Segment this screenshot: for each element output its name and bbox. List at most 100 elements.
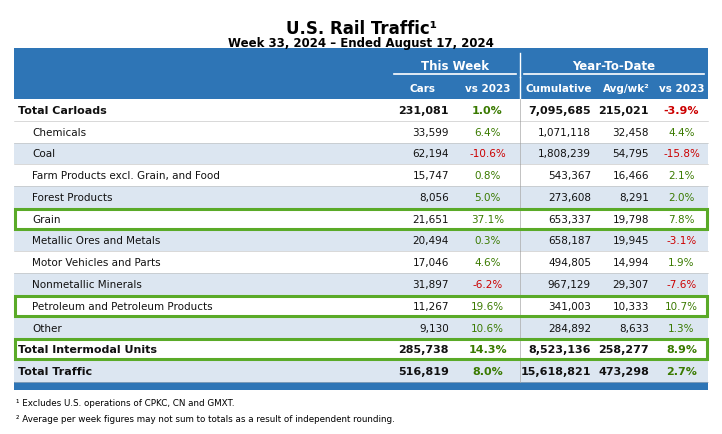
Text: 10.6%: 10.6%	[471, 323, 504, 333]
Bar	[15, 296, 707, 316]
Bar	[14, 54, 708, 78]
Bar	[15, 340, 707, 359]
Bar	[14, 122, 708, 143]
Text: U.S. Rail Traffic¹: U.S. Rail Traffic¹	[285, 20, 437, 38]
Text: 653,337: 653,337	[548, 214, 591, 224]
Text: 494,805: 494,805	[548, 258, 591, 268]
Text: 9,130: 9,130	[419, 323, 449, 333]
Text: 2.0%: 2.0%	[669, 193, 695, 203]
Bar	[14, 49, 708, 54]
Text: 1,071,118: 1,071,118	[538, 127, 591, 137]
Text: 285,738: 285,738	[399, 345, 449, 355]
Text: 543,367: 543,367	[548, 171, 591, 181]
Text: 14.3%: 14.3%	[468, 345, 507, 355]
Text: 62,194: 62,194	[412, 149, 449, 159]
Text: 54,795: 54,795	[612, 149, 649, 159]
Text: 215,021: 215,021	[599, 105, 649, 115]
Text: 16,466: 16,466	[612, 171, 649, 181]
Text: Avg/wk²: Avg/wk²	[603, 84, 649, 94]
Text: 8,523,136: 8,523,136	[529, 345, 591, 355]
Text: 8,633: 8,633	[619, 323, 649, 333]
Text: 29,307: 29,307	[613, 279, 649, 289]
Bar	[15, 209, 707, 229]
Text: 4.4%: 4.4%	[669, 127, 695, 137]
Text: vs 2023: vs 2023	[658, 84, 704, 94]
Text: Cars: Cars	[409, 84, 435, 94]
Text: 1.0%: 1.0%	[472, 105, 503, 115]
Text: 284,892: 284,892	[548, 323, 591, 333]
Text: Motor Vehicles and Parts: Motor Vehicles and Parts	[32, 258, 160, 268]
Text: 6.4%: 6.4%	[474, 127, 501, 137]
Text: 10,333: 10,333	[613, 301, 649, 311]
Bar	[14, 78, 708, 100]
Bar	[14, 360, 708, 382]
Text: 8.9%: 8.9%	[666, 345, 697, 355]
Text: 10.7%: 10.7%	[665, 301, 698, 311]
Text: 967,129: 967,129	[548, 279, 591, 289]
Bar	[14, 208, 708, 230]
Text: Year-To-Date: Year-To-Date	[573, 59, 656, 72]
Text: 31,897: 31,897	[412, 279, 449, 289]
Bar	[14, 165, 708, 187]
Text: 4.6%: 4.6%	[474, 258, 501, 268]
Bar	[14, 317, 708, 339]
Text: ² Average per week figures may not sum to totals as a result of independent roun: ² Average per week figures may not sum t…	[16, 414, 395, 423]
Text: -6.2%: -6.2%	[472, 279, 503, 289]
Text: Other: Other	[32, 323, 62, 333]
Bar	[14, 273, 708, 295]
Text: Farm Products excl. Grain, and Food: Farm Products excl. Grain, and Food	[32, 171, 220, 181]
Text: -3.9%: -3.9%	[664, 105, 699, 115]
Text: 0.3%: 0.3%	[474, 236, 500, 246]
Text: Forest Products: Forest Products	[32, 193, 113, 203]
Text: -3.1%: -3.1%	[666, 236, 697, 246]
Text: 15,618,821: 15,618,821	[521, 366, 591, 376]
Text: 1.3%: 1.3%	[669, 323, 695, 333]
Text: 15,747: 15,747	[412, 171, 449, 181]
Text: 1,808,239: 1,808,239	[538, 149, 591, 159]
Text: 1.9%: 1.9%	[669, 258, 695, 268]
Text: 231,081: 231,081	[399, 105, 449, 115]
Text: Total Intermodal Units: Total Intermodal Units	[18, 345, 157, 355]
Text: 2.7%: 2.7%	[666, 366, 697, 376]
Text: Cumulative: Cumulative	[525, 84, 592, 94]
Bar	[14, 252, 708, 273]
Text: 37.1%: 37.1%	[471, 214, 504, 224]
Text: 19,798: 19,798	[612, 214, 649, 224]
Text: 258,277: 258,277	[599, 345, 649, 355]
Text: 5.0%: 5.0%	[474, 193, 500, 203]
Text: Chemicals: Chemicals	[32, 127, 86, 137]
Text: 21,651: 21,651	[412, 214, 449, 224]
Text: 516,819: 516,819	[398, 366, 449, 376]
Text: Nonmetallic Minerals: Nonmetallic Minerals	[32, 279, 142, 289]
Text: vs 2023: vs 2023	[465, 84, 510, 94]
Text: 8,291: 8,291	[619, 193, 649, 203]
Bar	[14, 382, 708, 390]
Text: Week 33, 2024 – Ended August 17, 2024: Week 33, 2024 – Ended August 17, 2024	[228, 37, 494, 50]
Bar	[14, 143, 708, 165]
Text: Metallic Ores and Metals: Metallic Ores and Metals	[32, 236, 160, 246]
Text: 8.0%: 8.0%	[472, 366, 503, 376]
Bar	[14, 339, 708, 360]
Text: 32,458: 32,458	[612, 127, 649, 137]
Text: This Week: This Week	[421, 59, 489, 72]
Text: 473,298: 473,298	[598, 366, 649, 376]
Text: 7,095,685: 7,095,685	[529, 105, 591, 115]
Text: Coal: Coal	[32, 149, 55, 159]
Text: 0.8%: 0.8%	[474, 171, 500, 181]
Text: 273,608: 273,608	[548, 193, 591, 203]
Text: 14,994: 14,994	[612, 258, 649, 268]
Text: Grain: Grain	[32, 214, 61, 224]
Text: -10.6%: -10.6%	[469, 149, 506, 159]
Bar	[14, 230, 708, 252]
Text: -15.8%: -15.8%	[663, 149, 700, 159]
Text: 658,187: 658,187	[548, 236, 591, 246]
Text: -7.6%: -7.6%	[666, 279, 697, 289]
Text: 33,599: 33,599	[412, 127, 449, 137]
Text: ¹ Excludes U.S. operations of CPKC, CN and GMXT.: ¹ Excludes U.S. operations of CPKC, CN a…	[16, 398, 235, 407]
Bar	[14, 187, 708, 208]
Text: 19.6%: 19.6%	[471, 301, 504, 311]
Text: 17,046: 17,046	[413, 258, 449, 268]
Bar	[14, 100, 708, 122]
Text: 8,056: 8,056	[419, 193, 449, 203]
Text: Petroleum and Petroleum Products: Petroleum and Petroleum Products	[32, 301, 212, 311]
